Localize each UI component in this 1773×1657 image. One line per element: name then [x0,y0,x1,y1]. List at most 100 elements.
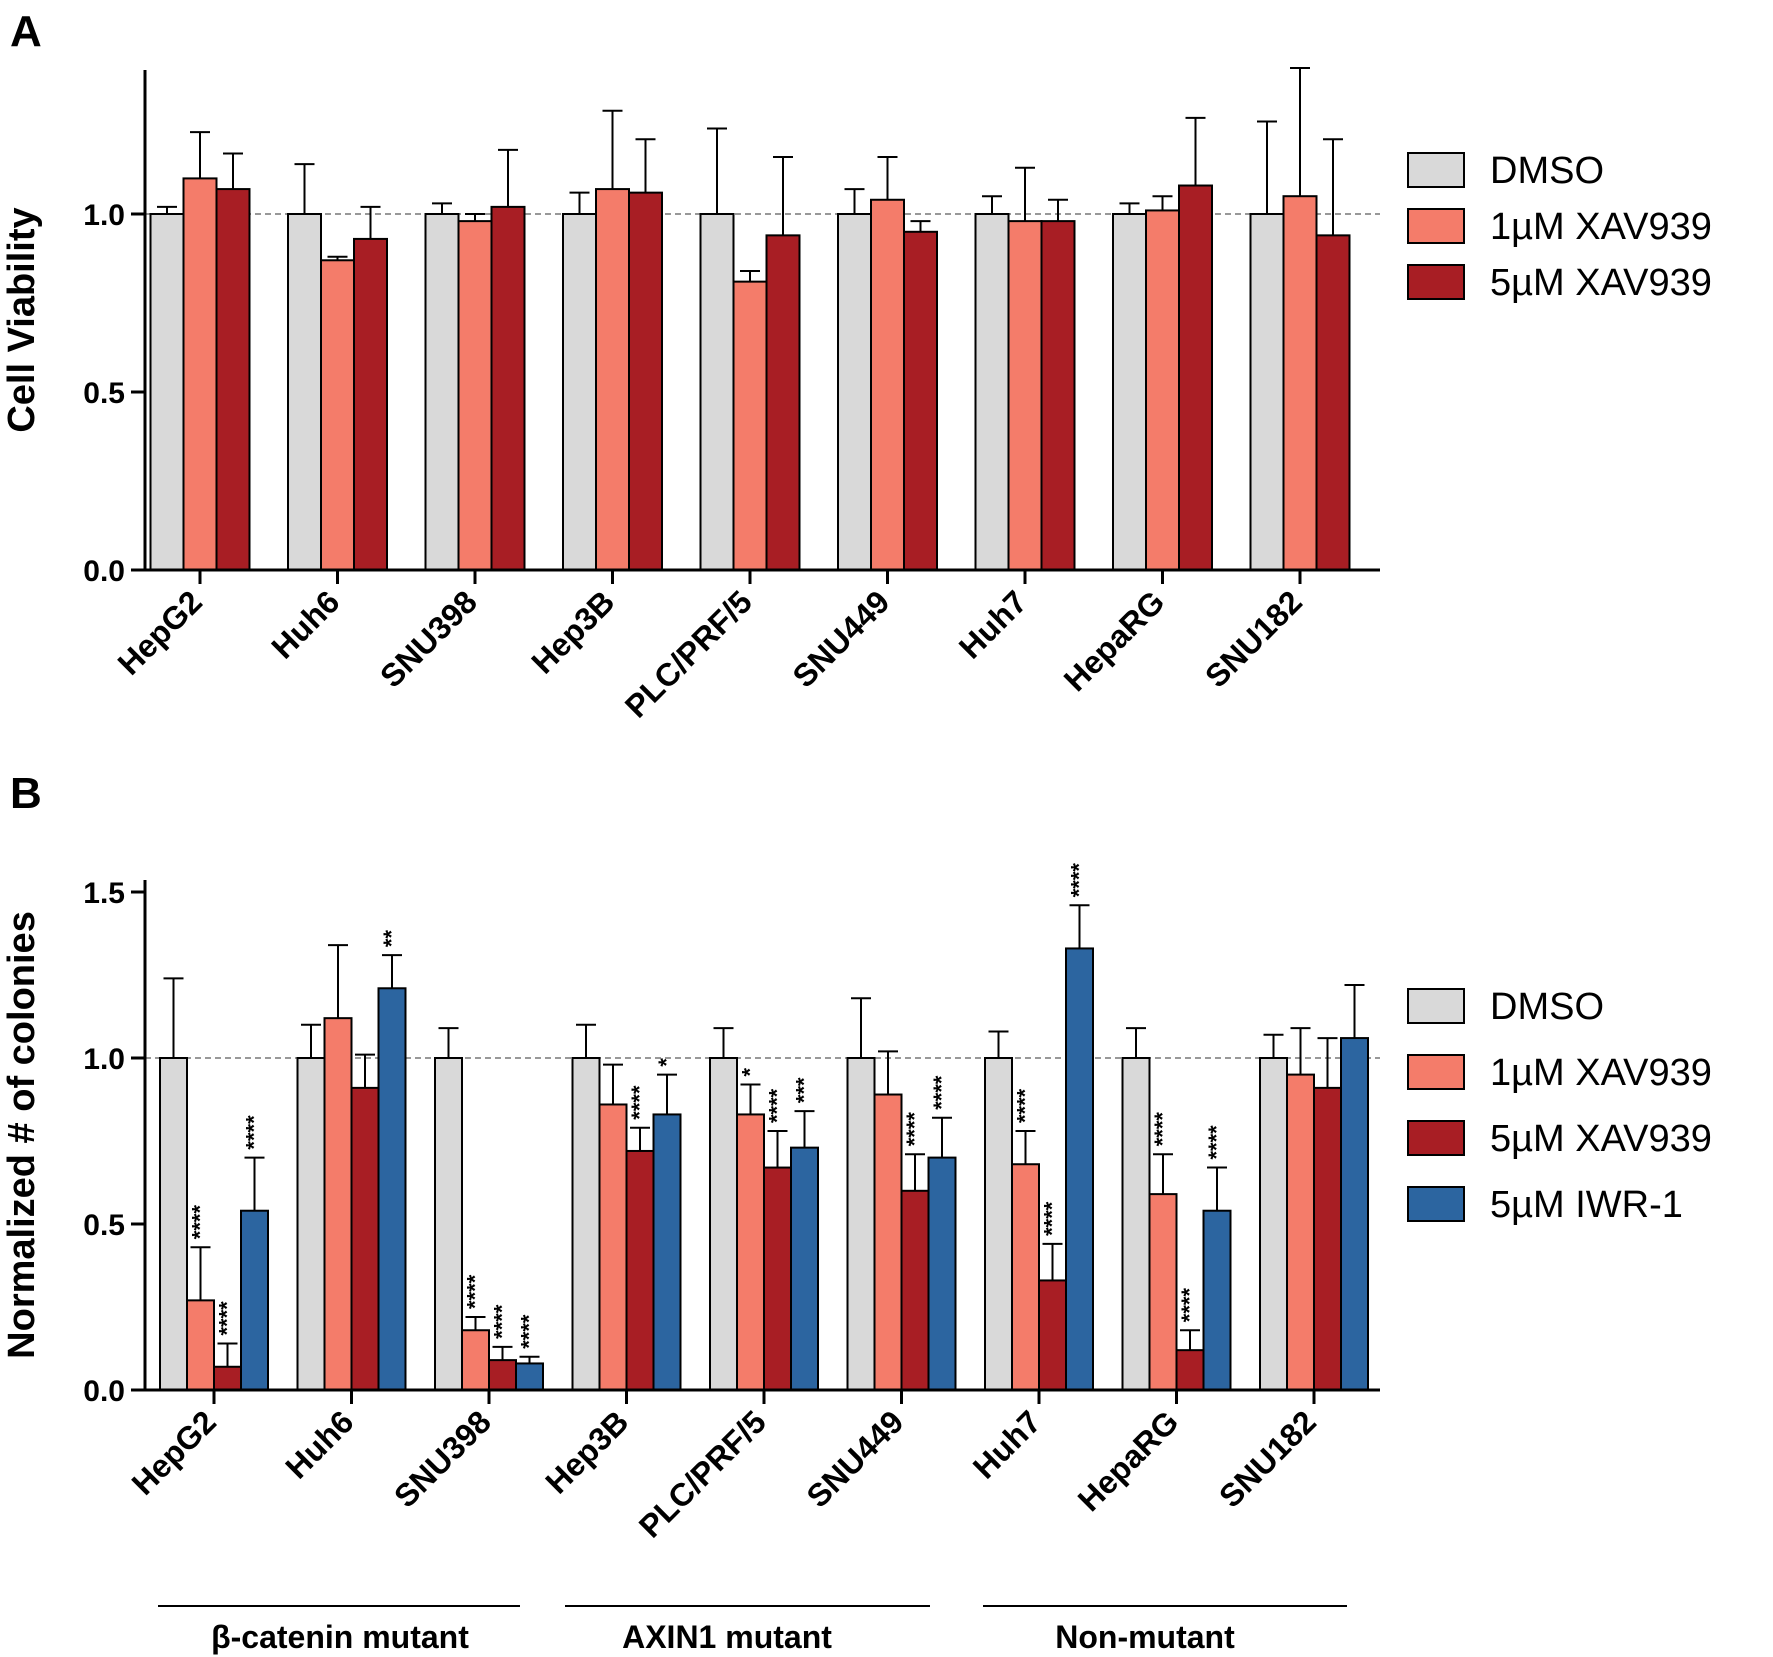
y-tick-label: 1.0 [83,1043,125,1076]
x-tick-label: HepG2 [125,1403,223,1501]
bar-snu398-series-0 [434,1057,463,1391]
bar-hep3b-series-1 [598,1103,628,1391]
legend-label: 5µM XAV939 [1490,262,1712,304]
bar-snu398-series-1 [457,220,493,571]
y-axis-title: Cell Viability [1,207,43,432]
bar-hepg2-series-0 [149,213,185,571]
x-tick-label: HepaRG [1071,1403,1186,1518]
significance-label: **** [215,1301,240,1336]
x-tick-label: HepaRG [1057,583,1172,698]
bar-hepg2-series-2 [215,188,251,572]
bar-huh6-series-1 [320,259,355,571]
x-tick-label: SNU182 [1212,1403,1323,1514]
significance-label: **** [1204,1125,1229,1160]
x-tick-label: SNU449 [799,1403,910,1514]
bar-hepg2-series-2 [213,1365,242,1392]
bar-hepg2-series-3 [240,1209,269,1391]
bar-hep3b-series-1 [595,188,630,572]
significance-label: **** [1040,1201,1065,1236]
y-tick-label: 0.0 [83,1375,125,1408]
significance-label: **** [1013,1088,1038,1123]
x-tick-label: SNU398 [387,1403,498,1514]
legend-swatch [1407,264,1465,300]
significance-label: **** [765,1088,790,1123]
panel-letter-b: B [10,769,42,818]
legend-swatch [1407,1120,1465,1156]
bar-plc-prf-5-series-0 [709,1057,738,1391]
legend-swatch [1407,152,1465,188]
bar-huh6-series-0 [287,213,322,571]
bar-snu449-series-1 [873,1093,903,1392]
significance-label: **** [517,1314,542,1349]
x-tick-label: SNU182 [1198,583,1309,694]
bar-snu182-series-3 [1340,1037,1369,1391]
bar-huh6-series-1 [323,1017,353,1391]
bar-heparg-series-0 [1112,213,1147,571]
bar-huh6-series-3 [377,987,407,1392]
legend-label: 5µM XAV939 [1490,1118,1712,1160]
x-tick-label: Huh6 [278,1403,360,1485]
bar-snu182-series-0 [1249,213,1285,571]
legend-label: DMSO [1490,150,1604,192]
bar-hepg2-series-0 [159,1057,188,1391]
significance-label: **** [1177,1288,1202,1323]
significance-label: **** [188,1205,213,1240]
bar-heparg-series-2 [1178,184,1213,572]
bar-snu449-series-0 [846,1057,876,1391]
legend-swatch [1407,988,1465,1024]
legend-swatch [1407,1186,1465,1222]
y-tick-label: 0.0 [83,555,125,588]
significance-label: **** [627,1085,652,1120]
significance-label: **** [242,1115,267,1150]
y-tick-label: 1.5 [83,877,125,910]
x-tick-label: Huh7 [966,1403,1048,1485]
bar-snu449-series-2 [903,230,938,572]
bar-hep3b-series-2 [628,191,663,571]
bar-plc-prf-5-series-2 [763,1166,792,1392]
bar-plc-prf-5-series-1 [732,280,768,571]
bar-huh7-series-2 [1038,1279,1067,1391]
bar-plc-prf-5-series-0 [699,213,735,571]
bar-huh7-series-1 [1007,220,1043,571]
bar-snu398-series-1 [461,1329,490,1391]
legend-label: 5µM IWR-1 [1490,1184,1683,1226]
bar-heparg-series-1 [1148,1193,1178,1391]
significance-label: **** [463,1274,488,1309]
significance-label: **** [929,1075,954,1110]
x-tick-label: PLC/PRF/5 [618,583,759,724]
x-tick-label: SNU398 [373,583,484,694]
x-tick-label: Hep3B [524,583,621,680]
bar-snu449-series-1 [870,198,905,571]
significance-label: **** [902,1112,927,1147]
y-tick-label: 0.5 [83,377,125,410]
y-axis-title: Normalized # of colonies [1,911,43,1359]
bar-huh7-series-2 [1040,220,1076,571]
bar-plc-prf-5-series-2 [765,234,801,572]
group-label-non-mutant: Non-mutant [1055,1619,1235,1655]
bar-huh6-series-0 [296,1057,326,1391]
significance-label: **** [1067,863,1092,898]
x-tick-label: HepG2 [111,583,209,681]
chart-b-colony-formation: ************HepG2**Huh6******** ****SNU39… [1,863,1712,1545]
x-tick-label: Huh7 [952,583,1034,665]
x-tick-label: SNU449 [785,583,896,694]
bar-snu398-series-3 [515,1362,544,1391]
bar-heparg-series-1 [1145,209,1180,571]
bar-huh7-series-1 [1011,1163,1040,1391]
legend-label: 1µM XAV939 [1490,1052,1712,1094]
bar-snu182-series-1 [1286,1073,1315,1391]
bar-snu182-series-2 [1315,234,1351,572]
legend-swatch [1407,1054,1465,1090]
x-tick-label: Huh6 [264,583,346,665]
bar-hepg2-series-1 [182,177,218,571]
bar-snu398-series-2 [490,205,526,571]
bar-snu449-series-0 [837,213,872,571]
legend-label: DMSO [1490,986,1604,1028]
group-label-beta-catenin: β-catenin mutant [211,1619,469,1655]
bar-plc-prf-5-series-3 [790,1146,819,1392]
y-tick-label: 1.0 [83,199,125,232]
bar-huh7-series-0 [984,1057,1013,1391]
group-label-axin1: AXIN1 mutant [622,1619,832,1655]
